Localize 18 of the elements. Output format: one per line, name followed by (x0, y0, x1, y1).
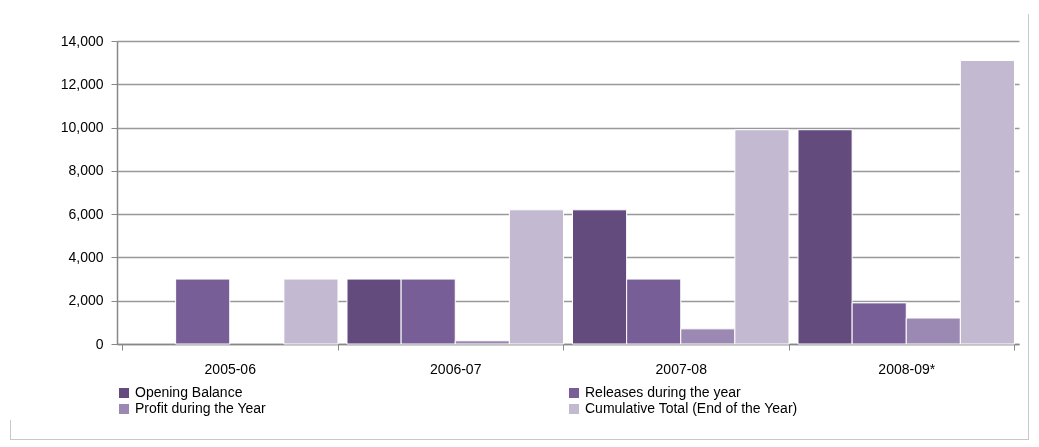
legend-label: Cumulative Total (End of the Year) (585, 400, 798, 416)
x-tick-label: 2005-06 (204, 360, 257, 377)
x-tick-label: 2006-07 (430, 360, 482, 377)
y-tick-label: 14,000 (60, 32, 104, 49)
bar (283, 278, 339, 345)
legend-label: Profit during the Year (135, 400, 267, 416)
y-tick-label: 8,000 (68, 162, 104, 179)
y-tick-label: 10,000 (60, 119, 104, 136)
x-tick-label: 2007-08 (655, 360, 708, 377)
y-tick-label: 2,000 (68, 292, 104, 309)
bar (175, 278, 231, 345)
y-tick-label: 0 (95, 335, 104, 352)
x-tick-label: 2008-09* (878, 360, 936, 377)
y-tick-label: 4,000 (68, 248, 104, 265)
y-tick-label: 6,000 (68, 205, 104, 222)
legend-label: Releases during the year (585, 384, 741, 400)
legend-label: Opening Balance (135, 384, 243, 400)
y-tick-label: 12,000 (60, 75, 104, 92)
